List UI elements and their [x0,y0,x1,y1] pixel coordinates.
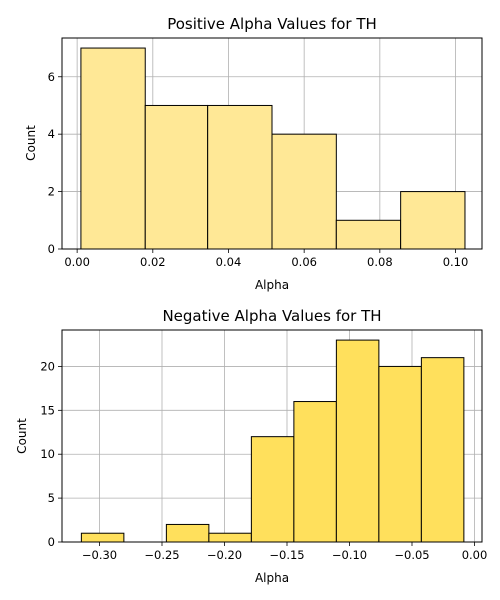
chart-title: Positive Alpha Values for TH [167,15,377,33]
histogram-bar [208,532,252,543]
plot-frame [61,37,483,250]
histogram-bar [80,47,146,250]
y-tick-label: 0 [48,242,55,256]
x-tick-label: 0.00 [462,548,488,562]
y-tick-label: 0 [48,535,55,549]
histogram-bars [80,339,465,543]
y-tick-label: 15 [40,403,55,417]
y-axis-ticks: 0 2 4 6 [48,70,62,256]
histogram-bar [420,357,465,543]
x-axis-label: Alpha [255,278,289,292]
histogram-bar [165,523,210,543]
x-axis-ticks: −0.30 −0.25 −0.20 −0.15 −0.10 −0.05 0.00 [82,542,487,562]
histogram-bar [144,104,209,250]
histogram-bar [207,104,273,250]
y-tick-label: 20 [40,359,55,373]
x-tick-label: 0.00 [64,255,90,269]
histogram-bar [293,401,337,543]
x-tick-label: −0.10 [332,548,367,562]
positive-alpha-histogram: Positive Alpha Values for TH 0.00 0.02 0.0… [24,15,483,292]
x-tick-label: −0.30 [82,548,117,562]
x-tick-label: 0.06 [291,255,317,269]
y-tick-label: 2 [48,185,55,199]
x-axis-ticks: 0.00 0.02 0.04 0.06 0.08 0.10 [64,249,468,269]
y-axis-ticks: 0 5 10 15 20 [40,359,62,549]
y-tick-label: 6 [48,70,55,84]
x-tick-label: 0.08 [367,255,393,269]
x-tick-label: 0.02 [140,255,166,269]
y-axis-label: Count [15,418,29,454]
x-tick-label: −0.15 [269,548,304,562]
x-tick-label: −0.20 [207,548,242,562]
x-tick-label: 0.10 [443,255,469,269]
y-tick-label: 4 [48,127,55,141]
x-tick-label: −0.05 [394,548,429,562]
chart-title: Negative Alpha Values for TH [162,307,381,325]
histogram-bars [80,47,466,250]
y-tick-label: 10 [40,447,55,461]
x-tick-label: −0.25 [144,548,179,562]
negative-alpha-histogram: Negative Alpha Values for TH −0.30 −0.25−… [15,307,487,585]
histogram-bar [400,191,466,250]
histogram-bar [378,365,422,543]
y-axis-label: Count [24,125,38,161]
x-axis-label: Alpha [255,571,289,585]
histogram-bar [250,436,295,543]
histogram-bar [271,133,337,250]
plot-frame [61,329,483,543]
histogram-bar [335,219,402,250]
histogram-bar [335,339,380,543]
histogram-bar [80,532,125,543]
y-tick-label: 5 [48,491,55,505]
x-tick-label: 0.04 [216,255,242,269]
